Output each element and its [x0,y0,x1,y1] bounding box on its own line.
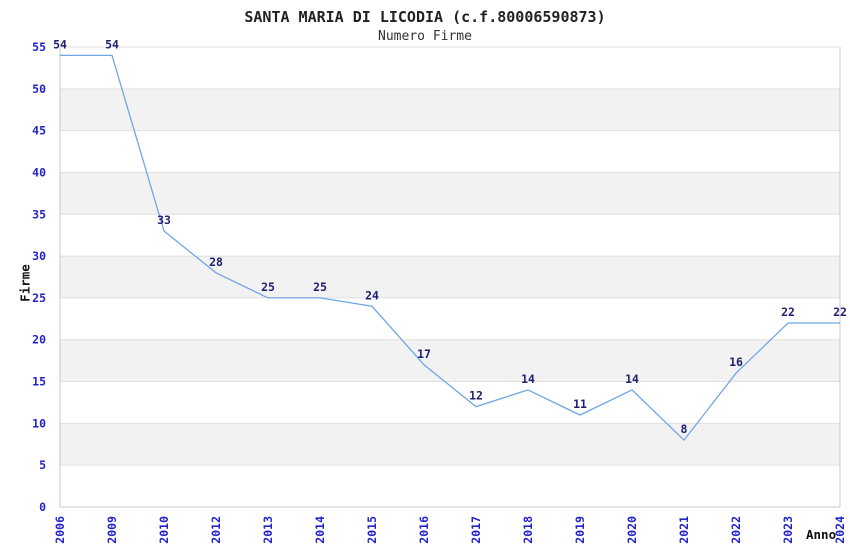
data-point-label: 17 [417,347,431,361]
x-tick-label: 2019 [573,516,587,544]
grid-band [60,339,840,382]
data-point-label: 11 [573,397,587,411]
y-tick-label: 5 [39,458,46,472]
y-tick-label: 10 [32,416,46,430]
data-point-label: 12 [469,389,483,403]
y-axis-title: Firme [17,264,33,302]
grid-band [60,423,840,466]
grid-band [60,172,840,215]
x-tick-label: 2006 [53,516,67,544]
data-point-label: 8 [681,422,688,436]
x-tick-label: 2010 [157,516,171,544]
x-tick-label: 2012 [209,516,223,544]
chart-subtitle: Numero Firme [378,29,472,44]
data-point-label: 14 [625,372,639,386]
x-tick-label: 2013 [261,516,275,544]
x-tick-label: 2022 [729,516,743,544]
x-tick-label: 2017 [469,516,483,544]
y-tick-label: 30 [32,249,46,263]
x-tick-label: 2015 [365,516,379,544]
x-tick-label: 2016 [417,516,431,544]
data-point-label: 22 [833,305,847,319]
x-tick-label: 2020 [625,516,639,544]
y-tick-label: 25 [32,291,46,305]
x-tick-label: 2014 [313,516,327,544]
grid-band [60,256,840,298]
data-point-label: 33 [157,213,171,227]
data-line [60,54,840,442]
data-point-label: 54 [53,37,67,51]
data-point-label: 25 [261,280,275,294]
y-tick-label: 55 [32,40,46,54]
y-tick-label: 15 [32,375,46,389]
x-tick-label: 2024 [833,516,847,544]
y-tick-label: 35 [32,207,46,221]
data-point-label: 22 [781,305,795,319]
y-tick-label: 45 [32,124,46,138]
data-point-label: 25 [313,280,327,294]
x-tick-label: 2023 [781,516,795,544]
y-tick-label: 20 [32,333,46,347]
chart-title: SANTA MARIA DI LICODIA (c.f.80006590873) [244,8,606,26]
y-tick-label: 0 [39,500,46,514]
x-axis-title: Anno [806,527,837,542]
x-tick-label: 2009 [105,516,119,544]
data-point-label: 28 [209,255,223,269]
y-tick-label: 50 [32,82,46,96]
x-tick-label: 2021 [677,516,691,544]
data-point-label: 24 [365,288,379,302]
data-point-label: 16 [729,355,743,369]
y-tick-label: 40 [32,165,46,179]
data-point-label: 14 [521,372,535,386]
data-point-label: 54 [105,37,119,51]
grid-band [60,88,840,131]
x-tick-label: 2018 [521,516,535,544]
